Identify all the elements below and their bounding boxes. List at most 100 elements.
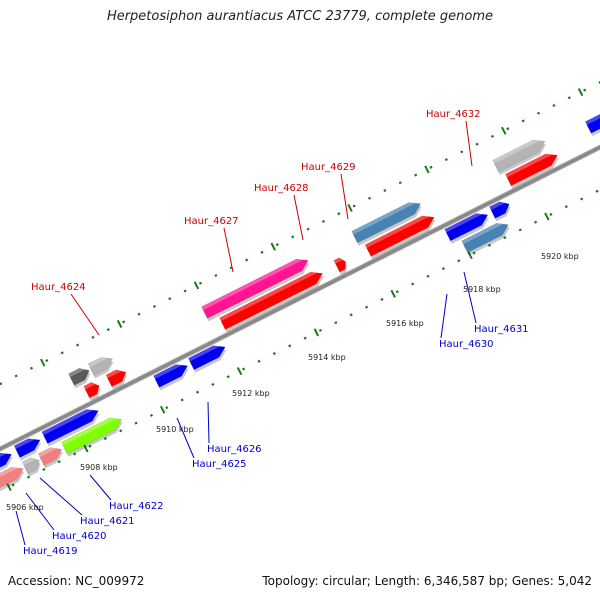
grid-major-tick bbox=[6, 482, 12, 492]
grid-dot bbox=[414, 173, 418, 177]
gene-highlight bbox=[333, 257, 343, 264]
grid-dot bbox=[334, 321, 338, 325]
label-leaders bbox=[15, 120, 477, 546]
gene-cds-4629 bbox=[364, 215, 436, 260]
grid-dot bbox=[383, 188, 387, 193]
tick-label: 5906 kbp bbox=[6, 503, 44, 512]
gene-highlight bbox=[0, 467, 18, 478]
accession-text: Accession: NC_009972 bbox=[8, 574, 145, 588]
leader-line bbox=[293, 194, 304, 241]
tick-label: 5908 kbp bbox=[80, 463, 118, 472]
grid-dots bbox=[0, 81, 600, 492]
gene-haur-4631 bbox=[488, 201, 511, 222]
grid-dot bbox=[260, 250, 264, 254]
gene-label-reverse: Haur_4625 bbox=[192, 459, 247, 470]
gene-body bbox=[201, 258, 309, 319]
gene-highlight bbox=[83, 382, 96, 390]
leader-line bbox=[15, 510, 26, 546]
gene-cds-4628 bbox=[333, 257, 347, 275]
grid-dot bbox=[506, 127, 510, 131]
gene-body bbox=[461, 222, 509, 253]
gene-body bbox=[584, 113, 600, 134]
leader-line bbox=[176, 417, 195, 459]
grid-dot bbox=[152, 304, 156, 308]
grid-major-tick bbox=[577, 88, 584, 97]
grid-dot bbox=[45, 358, 49, 363]
gene-highlight bbox=[505, 153, 553, 178]
gene-highlight bbox=[106, 369, 122, 379]
gene-body bbox=[21, 457, 40, 474]
grid-dot bbox=[0, 382, 3, 386]
grid-dot bbox=[26, 475, 31, 479]
leader-line bbox=[25, 492, 55, 531]
grid-dot bbox=[503, 236, 507, 240]
grid-dot bbox=[119, 429, 123, 433]
gene-label-reverse: Haur_4621 bbox=[80, 516, 135, 527]
gene-body bbox=[219, 271, 323, 330]
grid-dot bbox=[475, 142, 479, 146]
grid-dot bbox=[165, 406, 169, 410]
grid-dot bbox=[149, 413, 154, 417]
gene-highlight bbox=[88, 357, 108, 368]
gene-label-reverse: Haur_4630 bbox=[439, 339, 494, 350]
gene-body bbox=[187, 345, 226, 371]
grid-dot bbox=[291, 235, 295, 239]
grid-dot bbox=[214, 273, 218, 278]
grid-dot bbox=[564, 205, 568, 209]
grid-dot bbox=[275, 243, 279, 247]
gene-haur-4625 bbox=[153, 364, 189, 391]
gene-highlight bbox=[153, 364, 183, 379]
gene-body bbox=[0, 466, 24, 488]
gene-haur-4630a bbox=[444, 213, 489, 244]
grid-dot bbox=[549, 212, 553, 216]
gene-highlight bbox=[219, 272, 318, 322]
grid-dot bbox=[91, 335, 95, 339]
grid-dot bbox=[490, 134, 495, 138]
grid-dot bbox=[168, 297, 172, 301]
grid-dot bbox=[411, 282, 415, 286]
gene-highlight bbox=[444, 213, 483, 233]
grid-dot bbox=[11, 483, 15, 487]
gene-body bbox=[364, 215, 435, 257]
grid-dot bbox=[398, 181, 402, 185]
genome-backbone bbox=[0, 144, 600, 452]
grid-dot bbox=[521, 119, 525, 123]
grid-dot bbox=[57, 460, 61, 464]
grid-dot bbox=[288, 344, 292, 348]
gene-label-reverse: Haur_4631 bbox=[474, 324, 529, 335]
grid-dot bbox=[380, 297, 384, 301]
grid-major-tick bbox=[347, 204, 353, 213]
grid-dot bbox=[472, 251, 476, 255]
leader-line bbox=[465, 120, 473, 167]
gene-haur-4622 bbox=[61, 417, 123, 457]
leader-line bbox=[70, 293, 100, 336]
grid-major-tick bbox=[116, 319, 123, 328]
gene-haur-4619 bbox=[0, 452, 13, 472]
gene-body bbox=[83, 382, 100, 399]
grid-major-tick bbox=[236, 367, 243, 376]
gene-cds-4624b bbox=[105, 369, 128, 390]
leader-line bbox=[340, 173, 349, 220]
gene-haur-4620 bbox=[13, 438, 42, 461]
gene-highlight bbox=[22, 457, 36, 466]
grid-dot bbox=[306, 227, 310, 231]
genome-summary-text: Topology: circular; Length: 6,346,587 bp… bbox=[262, 574, 592, 588]
map-title: Herpetosiphon aurantiacus ATCC 23779, co… bbox=[106, 9, 494, 24]
gene-features bbox=[0, 113, 600, 492]
gene-label-reverse: Haur_4620 bbox=[52, 531, 107, 542]
grid-dot bbox=[352, 204, 356, 208]
grid-dot bbox=[88, 444, 92, 448]
grid-dot bbox=[198, 281, 203, 285]
grid-dot bbox=[103, 437, 107, 441]
grid-dot bbox=[537, 111, 541, 115]
grid-dot bbox=[567, 96, 571, 100]
grid-dot bbox=[318, 328, 323, 332]
gene-haur-4624a bbox=[68, 367, 91, 389]
grid-dot bbox=[518, 228, 522, 232]
gene-label-forward: Haur_4629 bbox=[301, 162, 356, 173]
leader-line bbox=[440, 293, 448, 339]
gene-highlight bbox=[351, 202, 416, 235]
grid-dot bbox=[337, 212, 341, 216]
gene-haur-4621b bbox=[37, 447, 63, 469]
grid-major-tick bbox=[467, 251, 473, 260]
